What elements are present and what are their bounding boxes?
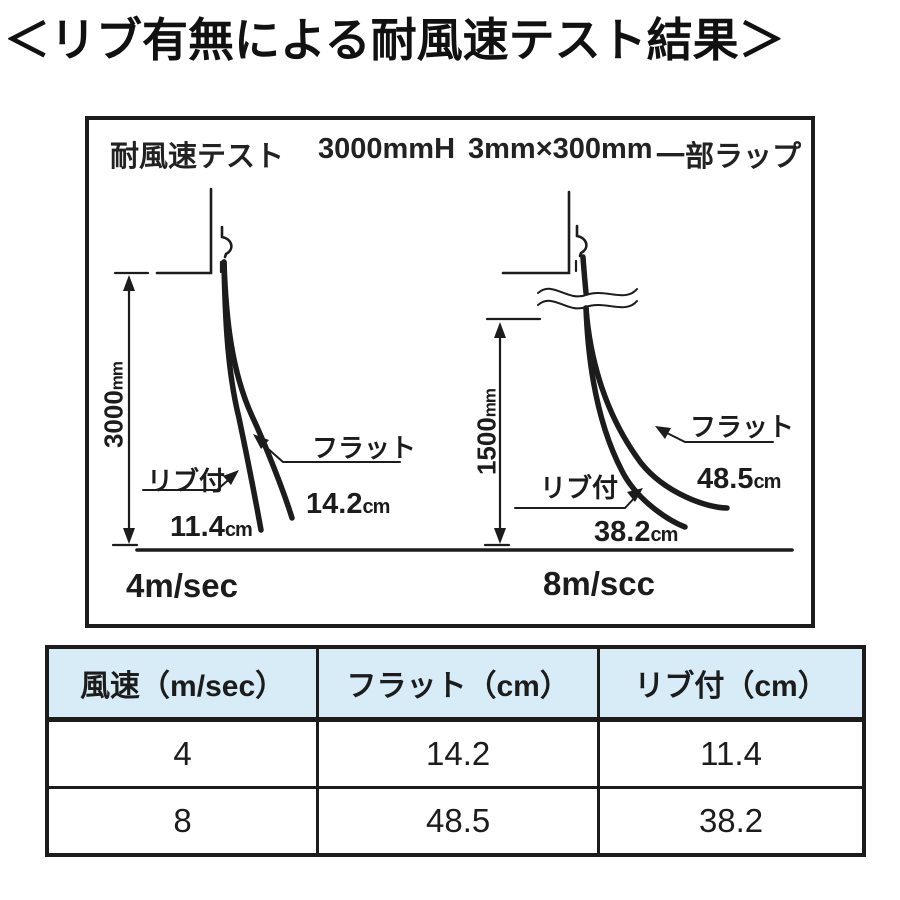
left-flat-curve-label: フラット — [312, 433, 417, 463]
table-cell-row1-rib: 11.4 — [600, 722, 862, 786]
results-table: 風速（m/sec） フラット（cm） リブ付（cm） 4 14.2 11.4 8… — [45, 645, 866, 857]
diagram-header-test-label: 耐風速テスト — [110, 141, 285, 173]
diagram-header-height-spec: 3000mmH — [318, 133, 456, 165]
right-rib-curve-label: リブ付 — [540, 473, 619, 503]
right-dimension-label: 1500mm — [471, 388, 502, 476]
left-dimension-label: 3000mm — [98, 361, 129, 449]
right-flat-deflection-value: 48.5cm — [697, 463, 781, 495]
table-header-wind-speed: 風速（m/sec） — [49, 649, 317, 719]
diagram-box — [85, 116, 815, 628]
right-rib-deflection-value: 38.2cm — [594, 516, 678, 548]
left-rib-deflection-value: 11.4cm — [170, 511, 253, 543]
diagram-header-size-spec: 3mm×300mm — [468, 133, 653, 165]
right-wind-speed-label: 8m/scc — [543, 565, 655, 602]
table-cell-row2-wind-speed: 8 — [49, 789, 317, 853]
table-cell-row2-flat: 48.5 — [319, 789, 598, 853]
left-rib-curve-label: リブ付 — [147, 466, 226, 496]
table-cell-row1-flat: 14.2 — [319, 722, 598, 786]
left-wind-speed-label: 4m/sec — [126, 567, 238, 604]
page-title: ＜リブ有無による耐風速テスト結果＞ — [4, 14, 785, 66]
right-flat-curve-label: フラット — [690, 412, 795, 442]
diagram-header-overlap-note: 一部ラップ — [656, 141, 802, 173]
left-flat-deflection-value: 14.2cm — [306, 488, 390, 520]
table-cell-row1-wind-speed: 4 — [49, 722, 317, 786]
table-cell-row2-rib: 38.2 — [600, 789, 862, 853]
test-diagram-line-art — [111, 187, 794, 552]
table-header-rib: リブ付（cm） — [600, 649, 862, 719]
table-header-flat: フラット（cm） — [319, 649, 598, 719]
